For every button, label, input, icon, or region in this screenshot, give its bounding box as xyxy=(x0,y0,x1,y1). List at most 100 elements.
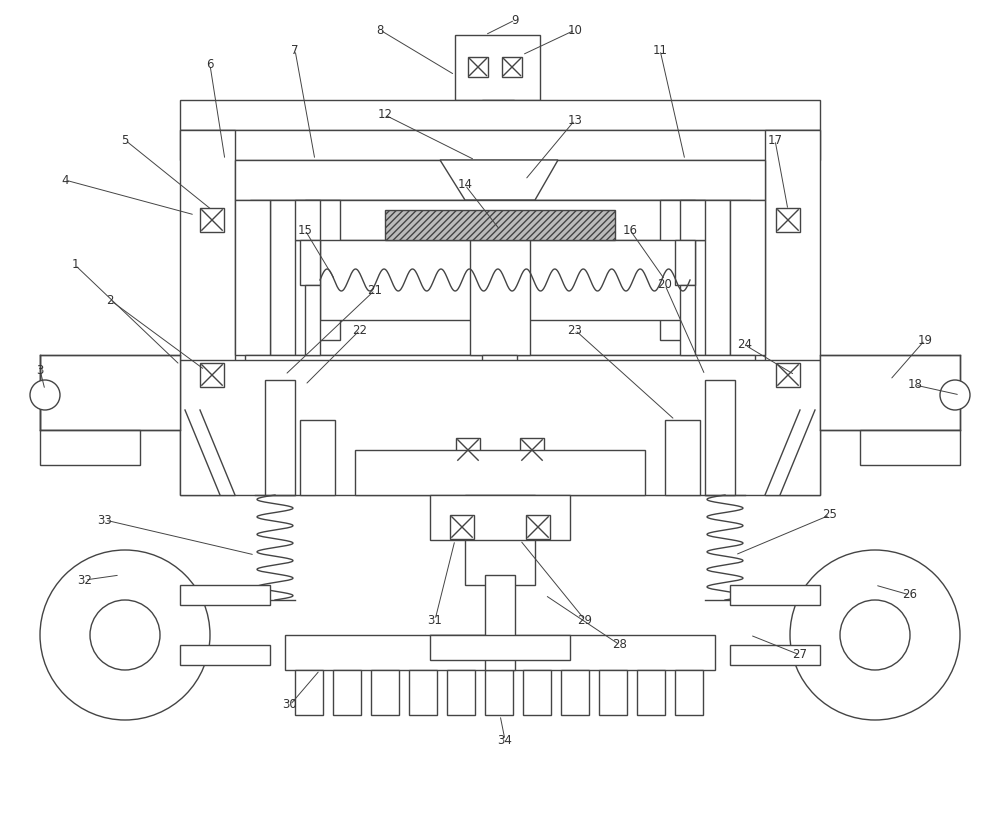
Text: 19: 19 xyxy=(918,333,932,346)
Bar xyxy=(520,438,544,462)
Bar xyxy=(180,645,270,665)
Bar xyxy=(180,100,820,130)
Bar xyxy=(730,645,820,665)
Bar xyxy=(320,240,690,320)
Text: 28: 28 xyxy=(613,638,627,651)
Bar xyxy=(180,360,820,495)
Bar xyxy=(200,208,224,232)
Bar xyxy=(265,380,295,495)
Bar xyxy=(430,495,570,540)
Bar xyxy=(820,355,960,430)
Polygon shape xyxy=(440,160,558,200)
Text: 10: 10 xyxy=(568,24,582,37)
Bar xyxy=(730,200,765,355)
Bar xyxy=(235,160,765,200)
Text: 30: 30 xyxy=(283,698,297,711)
Text: 2: 2 xyxy=(106,293,114,306)
Text: 25: 25 xyxy=(823,509,837,522)
Bar xyxy=(502,57,522,77)
Bar xyxy=(305,285,320,355)
Text: 32: 32 xyxy=(78,574,92,587)
Bar xyxy=(680,285,695,355)
Bar xyxy=(485,575,515,670)
Bar xyxy=(295,200,320,240)
Bar xyxy=(430,635,570,660)
Text: 12: 12 xyxy=(378,108,392,121)
Bar xyxy=(665,420,700,495)
Text: 9: 9 xyxy=(511,14,519,27)
Circle shape xyxy=(940,380,970,410)
Text: 34: 34 xyxy=(498,734,512,747)
Bar xyxy=(40,430,140,465)
Bar xyxy=(300,420,335,495)
Bar xyxy=(305,200,340,285)
Bar xyxy=(599,670,627,715)
Bar xyxy=(675,240,695,285)
Bar xyxy=(482,355,517,380)
Bar xyxy=(180,130,820,160)
Circle shape xyxy=(790,550,960,720)
Bar xyxy=(40,355,180,430)
Text: 14: 14 xyxy=(458,178,473,192)
Bar xyxy=(637,670,665,715)
Text: 26: 26 xyxy=(902,588,918,601)
Bar xyxy=(409,670,437,715)
Bar xyxy=(245,355,755,380)
Bar xyxy=(485,670,513,715)
Text: 33: 33 xyxy=(98,513,112,526)
Bar xyxy=(450,515,474,539)
Text: 4: 4 xyxy=(61,174,69,187)
Text: 27: 27 xyxy=(792,649,808,662)
Bar xyxy=(561,670,589,715)
Text: 7: 7 xyxy=(291,43,299,56)
Text: 3: 3 xyxy=(36,363,44,377)
Bar xyxy=(371,670,399,715)
Text: 17: 17 xyxy=(768,134,782,147)
Circle shape xyxy=(840,600,910,670)
Bar xyxy=(660,200,695,285)
Bar xyxy=(295,240,705,355)
Bar xyxy=(180,585,270,605)
Text: 6: 6 xyxy=(206,59,214,72)
Bar xyxy=(776,208,800,232)
Text: 11: 11 xyxy=(652,43,668,56)
Text: 5: 5 xyxy=(121,134,129,147)
Bar xyxy=(465,495,535,585)
Bar xyxy=(300,240,320,285)
Bar xyxy=(776,363,800,387)
Text: 13: 13 xyxy=(568,113,582,126)
Text: 18: 18 xyxy=(908,378,922,391)
Text: 20: 20 xyxy=(658,279,672,292)
Circle shape xyxy=(90,600,160,670)
Bar xyxy=(200,363,224,387)
Bar xyxy=(250,200,750,240)
Text: 23: 23 xyxy=(568,324,582,337)
Text: 15: 15 xyxy=(298,223,312,236)
Bar xyxy=(270,200,730,355)
Bar xyxy=(355,450,645,495)
Text: 21: 21 xyxy=(368,284,382,297)
Bar xyxy=(730,585,820,605)
Bar xyxy=(385,210,615,240)
Text: 1: 1 xyxy=(71,258,79,271)
Bar xyxy=(675,670,703,715)
Text: 22: 22 xyxy=(352,324,368,337)
Bar xyxy=(470,240,530,355)
Bar xyxy=(315,285,340,340)
Text: 31: 31 xyxy=(428,614,442,627)
Text: 16: 16 xyxy=(622,223,638,236)
Bar xyxy=(447,670,475,715)
Bar xyxy=(468,57,488,77)
Text: 29: 29 xyxy=(578,614,592,627)
Bar xyxy=(860,430,960,465)
Bar xyxy=(180,130,235,495)
Bar xyxy=(455,35,540,100)
Bar xyxy=(660,285,685,340)
Bar xyxy=(680,200,705,240)
Bar xyxy=(526,515,550,539)
Bar xyxy=(482,100,514,170)
Bar xyxy=(285,635,715,670)
Text: 8: 8 xyxy=(376,24,384,37)
Bar xyxy=(765,130,820,495)
Circle shape xyxy=(40,550,210,720)
